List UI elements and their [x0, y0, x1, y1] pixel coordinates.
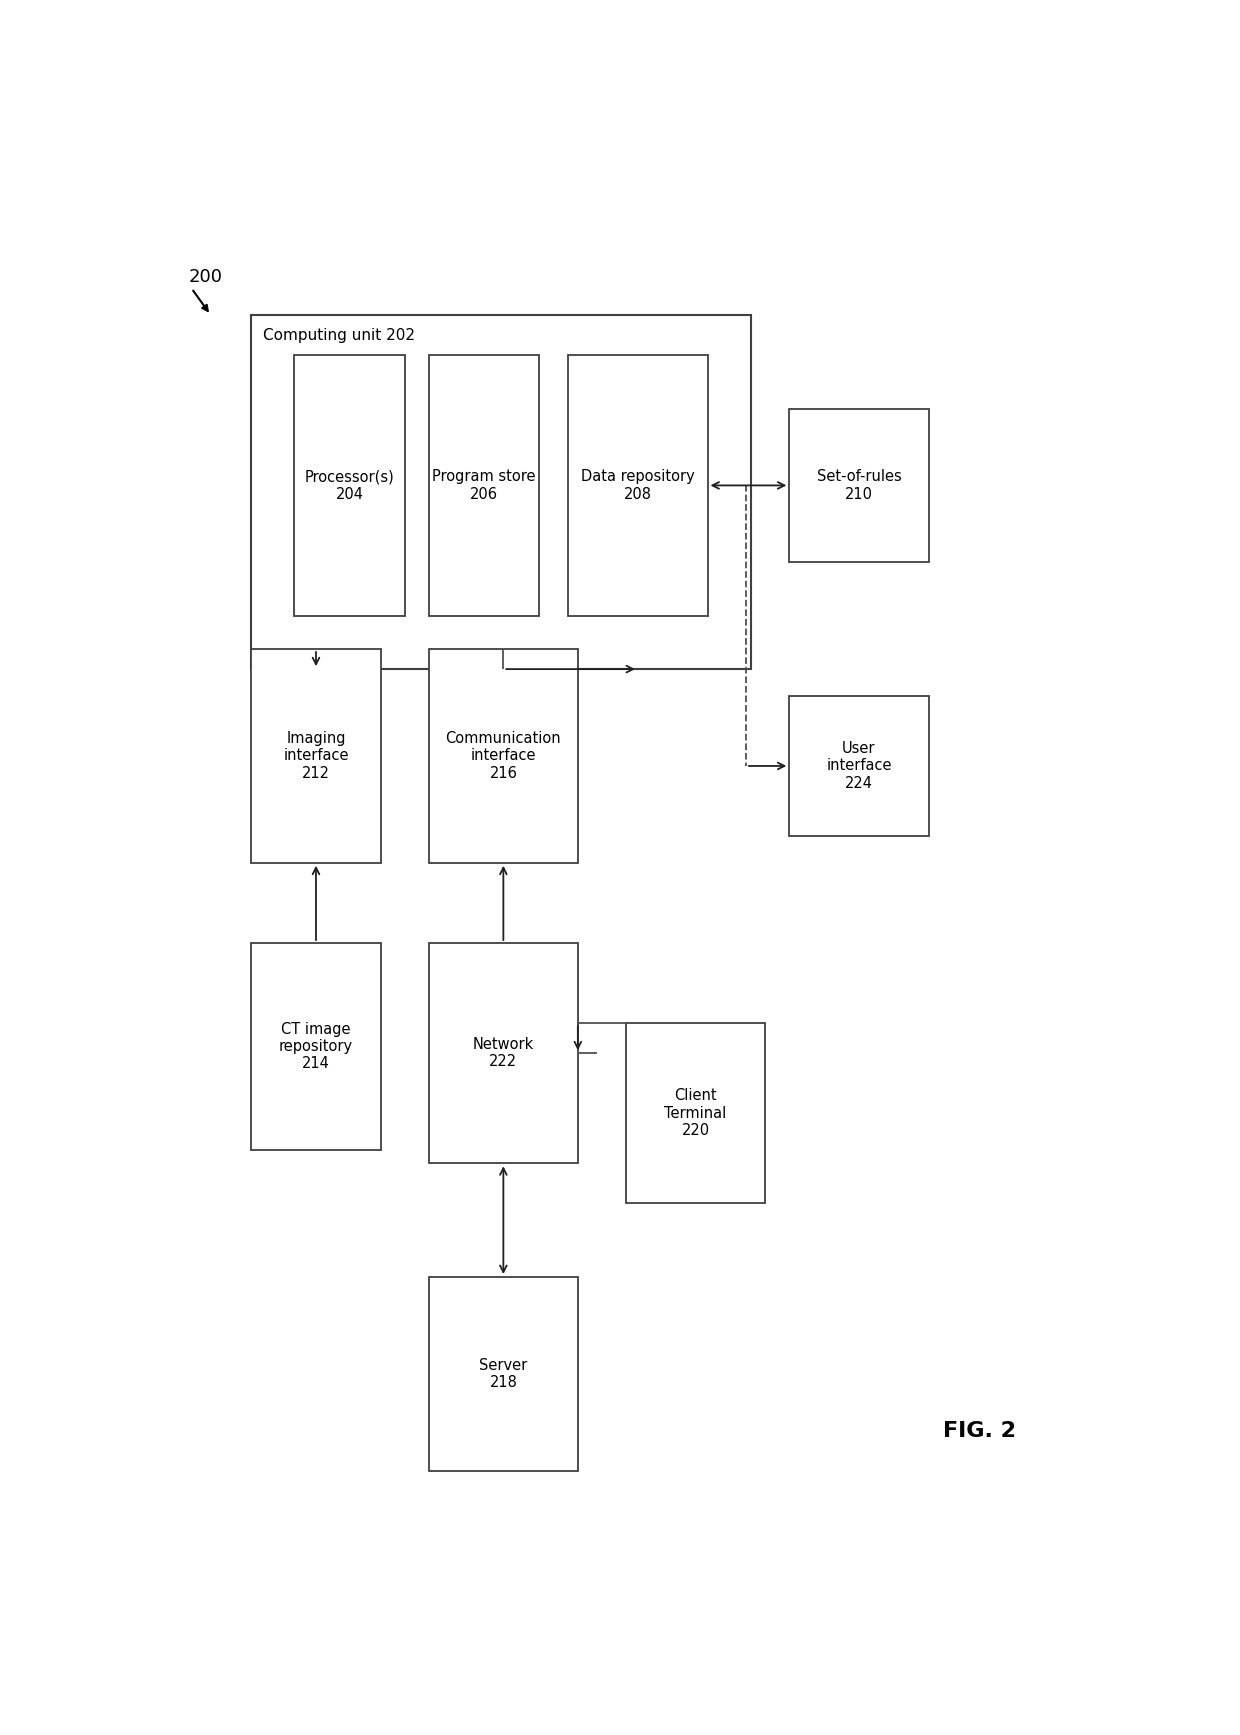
- Text: Processor(s)
204: Processor(s) 204: [305, 468, 394, 501]
- Text: FIG. 2: FIG. 2: [942, 1421, 1016, 1440]
- Bar: [789, 696, 929, 836]
- Bar: [626, 1024, 765, 1204]
- Text: Program store
206: Program store 206: [433, 468, 536, 501]
- Bar: [294, 356, 404, 616]
- Text: User
interface
224: User interface 224: [826, 741, 892, 791]
- Text: 200: 200: [188, 269, 223, 286]
- Bar: [429, 1277, 578, 1471]
- Text: Set-of-rules
210: Set-of-rules 210: [817, 468, 901, 501]
- Text: Communication
interface
216: Communication interface 216: [445, 730, 562, 781]
- Bar: [429, 356, 539, 616]
- Bar: [429, 944, 578, 1164]
- Bar: [250, 316, 751, 670]
- Text: Server
218: Server 218: [479, 1357, 527, 1390]
- Text: CT image
repository
214: CT image repository 214: [279, 1022, 353, 1072]
- Text: Computing unit 202: Computing unit 202: [263, 328, 414, 344]
- Bar: [429, 649, 578, 862]
- Text: Data repository
208: Data repository 208: [582, 468, 694, 501]
- Bar: [789, 408, 929, 562]
- Text: Imaging
interface
212: Imaging interface 212: [283, 730, 348, 781]
- Text: Client
Terminal
220: Client Terminal 220: [665, 1088, 727, 1138]
- Text: Network
222: Network 222: [472, 1038, 534, 1069]
- Bar: [250, 944, 381, 1150]
- Bar: [250, 649, 381, 862]
- Bar: [568, 356, 708, 616]
